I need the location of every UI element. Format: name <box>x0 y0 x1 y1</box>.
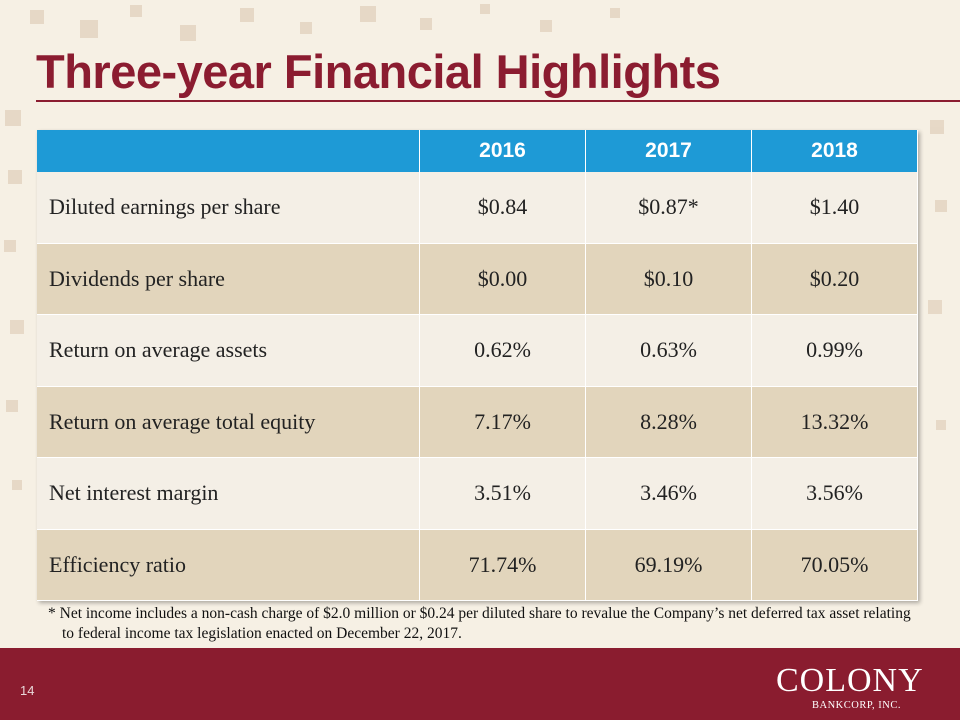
value-cell: 13.32% <box>752 386 918 457</box>
row-label: Return on average total equity <box>37 386 420 457</box>
value-cell: 70.05% <box>752 529 918 600</box>
value-cell: 3.56% <box>752 458 918 529</box>
value-cell: $0.87* <box>586 172 752 243</box>
column-header: 2018 <box>752 130 918 172</box>
value-cell: 0.99% <box>752 315 918 386</box>
logo-subtitle: BANKCORP, INC. <box>812 700 901 711</box>
value-cell: 69.19% <box>586 529 752 600</box>
value-cell: 0.63% <box>586 315 752 386</box>
title-rule <box>36 100 960 102</box>
table-row: Return on average total equity 7.17% 8.28%… <box>37 386 918 458</box>
value-cell: 0.62% <box>420 315 586 386</box>
value-cell: 8.28% <box>586 386 752 457</box>
table-row: Return on average assets 0.62% 0.63% 0.99% <box>37 315 918 387</box>
column-header: 2016 <box>420 130 586 172</box>
row-label: Net interest margin <box>37 458 420 529</box>
row-label: Efficiency ratio <box>37 529 420 600</box>
page-number: 14 <box>20 683 35 698</box>
table-row: Dividends per share $0.00 $0.10 $0.20 <box>37 243 918 315</box>
value-cell: 3.51% <box>420 458 586 529</box>
value-cell: $1.40 <box>752 172 918 243</box>
slide-title: Three-year Financial Highlights <box>36 45 721 98</box>
table-row: Efficiency ratio 71.74% 69.19% 70.05% <box>37 529 918 601</box>
value-cell: 7.17% <box>420 386 586 457</box>
value-cell: 3.46% <box>586 458 752 529</box>
value-cell: $0.20 <box>752 243 918 314</box>
header-row: 2016 2017 2018 <box>37 130 918 172</box>
value-cell: $0.00 <box>420 243 586 314</box>
value-cell: $0.10 <box>586 243 752 314</box>
logo: COLONY <box>776 662 924 699</box>
row-label: Diluted earnings per share <box>37 172 420 243</box>
table: 2016 2017 2018 Diluted earnings per share $0… <box>37 130 918 601</box>
value-cell: 71.74% <box>420 529 586 600</box>
footnote: * Net income includes a non-cash charge … <box>48 605 911 642</box>
table-row: Diluted earnings per share $0.84 $0.87* $1.… <box>37 172 918 244</box>
header-cell <box>37 130 420 172</box>
column-header: 2017 <box>586 130 752 172</box>
footer-band <box>0 648 960 720</box>
row-label: Dividends per share <box>37 243 420 314</box>
row-label: Return on average assets <box>37 315 420 386</box>
value-cell: $0.84 <box>420 172 586 243</box>
table-row: Net interest margin 3.51% 3.46% 3.56% <box>37 458 918 530</box>
